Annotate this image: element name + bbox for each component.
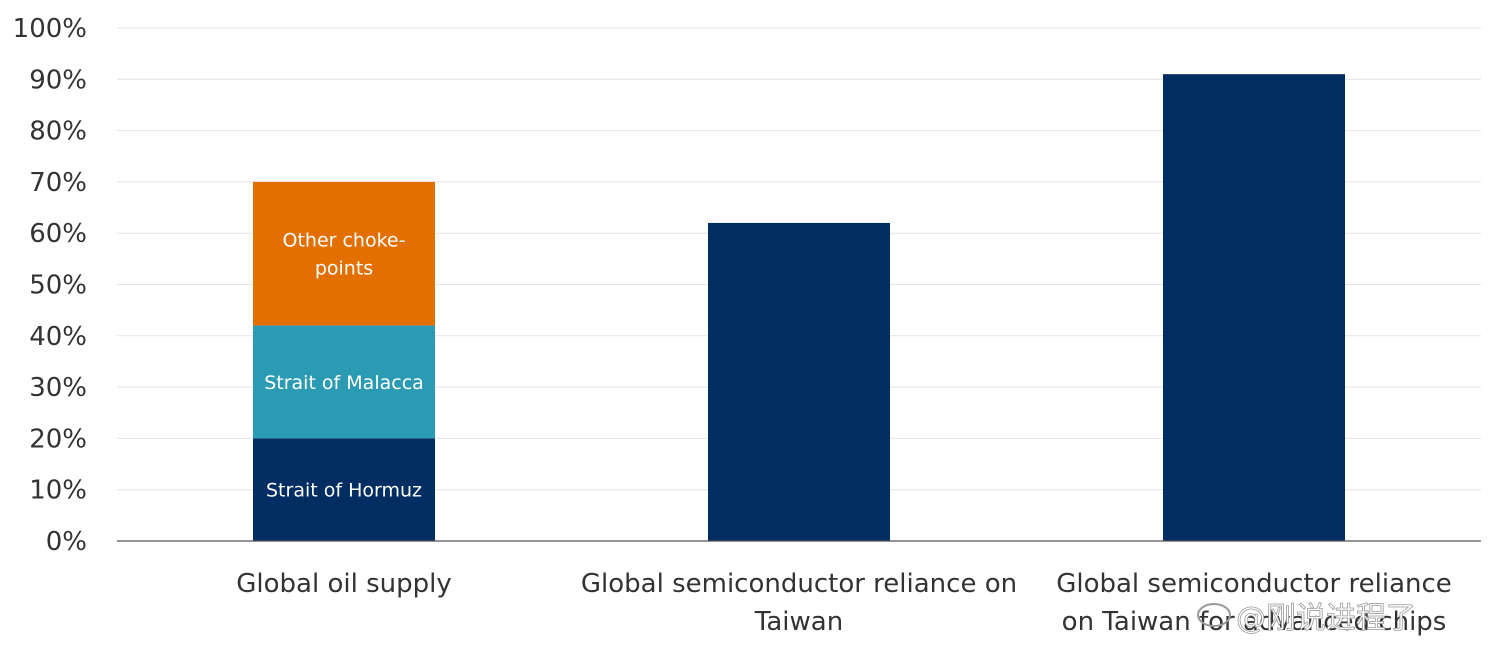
- x-category-label: Global semiconductor reliance on: [581, 569, 1017, 599]
- y-tick-label: 10%: [29, 476, 87, 506]
- y-tick-label: 90%: [29, 65, 87, 95]
- bar-segment: [708, 222, 890, 541]
- y-tick-label: 100%: [13, 14, 87, 44]
- bar-segment: [253, 181, 435, 326]
- watermark: @刚说进程了: [1197, 601, 1416, 636]
- bar-segment-label: Strait of Malacca: [264, 372, 424, 394]
- bar-segment-label: points: [315, 258, 373, 280]
- x-category-label: Taiwan: [754, 607, 843, 637]
- y-tick-label: 40%: [29, 322, 87, 352]
- x-category-label: Global oil supply: [236, 569, 451, 599]
- bar-segment: [1163, 74, 1345, 542]
- y-tick-label: 20%: [29, 424, 87, 454]
- y-tick-label: 30%: [29, 373, 87, 403]
- y-tick-label: 0%: [46, 527, 87, 557]
- bar-segment: [253, 325, 435, 439]
- y-tick-label: 80%: [29, 117, 87, 147]
- y-tick-label: 50%: [29, 271, 87, 301]
- weibo-logo-icon: [1197, 603, 1231, 627]
- watermark-text: @刚说进程了: [1236, 601, 1416, 636]
- y-tick-label: 60%: [29, 219, 87, 249]
- bar-segment: [253, 438, 435, 541]
- x-category-label: Global semiconductor reliance: [1056, 569, 1452, 599]
- y-tick-label: 70%: [29, 168, 87, 198]
- bar-segment-label: Strait of Hormuz: [266, 480, 422, 502]
- x-category-label: on Taiwan for advanced chips: [1062, 607, 1447, 637]
- bar-segment-label: Other choke-: [283, 230, 406, 252]
